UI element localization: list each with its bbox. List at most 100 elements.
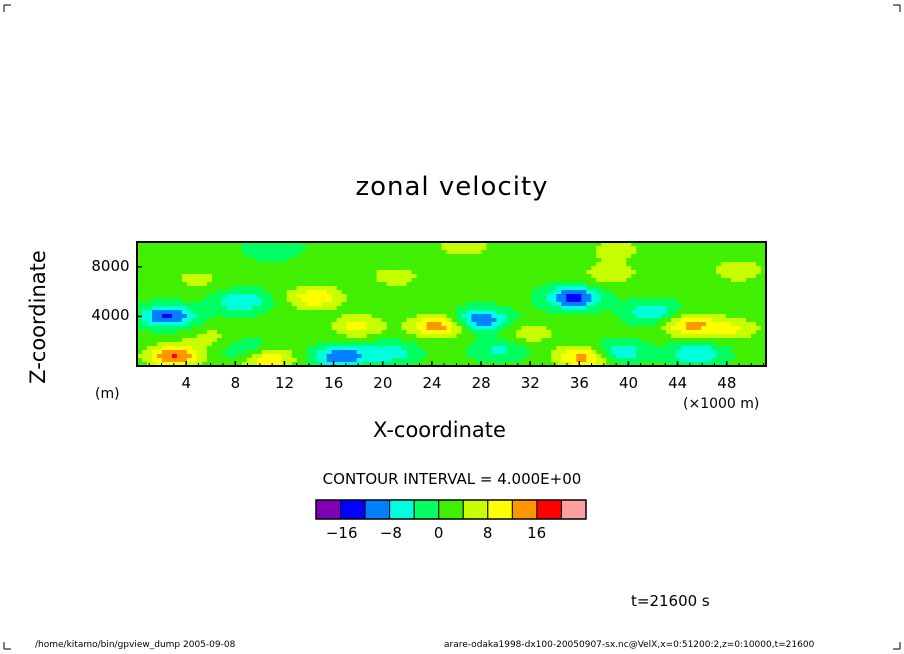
field-cell [451, 302, 458, 307]
field-cell [376, 318, 383, 323]
field-cell [471, 302, 478, 307]
field-cell [311, 334, 318, 339]
field-cell [666, 266, 672, 271]
field-cell [391, 302, 398, 307]
field-cell [481, 342, 488, 347]
field-cell [181, 330, 188, 335]
field-cell [576, 358, 582, 363]
field-cell [141, 254, 148, 259]
field-cell [186, 354, 193, 359]
field-cell [671, 354, 677, 359]
field-cell [286, 266, 293, 271]
field-cell [676, 278, 682, 283]
field-cell [716, 286, 722, 291]
field-cell [276, 362, 283, 366]
field-cell [316, 330, 323, 335]
field-cell [156, 242, 163, 247]
field-cell [546, 266, 552, 271]
field-cell [451, 290, 458, 295]
field-cell [746, 334, 752, 339]
field-cell [291, 342, 298, 347]
field-cell [736, 266, 742, 271]
field-cell [271, 270, 278, 275]
field-cell [396, 270, 403, 275]
field-cell [606, 266, 612, 271]
field-cell [186, 318, 193, 323]
field-cell [381, 270, 388, 275]
field-cell [166, 354, 173, 359]
field-cell [256, 242, 263, 247]
field-cell [286, 278, 293, 283]
field-cell [686, 334, 692, 339]
field-cell [391, 262, 398, 267]
field-cell [541, 322, 547, 327]
field-cell [316, 342, 323, 347]
field-cell [311, 350, 318, 355]
field-cell [596, 334, 602, 339]
field-cell [376, 306, 383, 311]
field-cell [221, 286, 228, 291]
field-cell [401, 326, 408, 331]
field-cell [446, 354, 453, 359]
field-cell [701, 254, 707, 259]
field-cell [356, 282, 363, 287]
field-cell [536, 354, 542, 359]
field-cell [671, 326, 677, 331]
field-cell [341, 282, 348, 287]
field-cell [326, 294, 333, 299]
field-cell [351, 294, 358, 299]
field-cell [471, 290, 478, 295]
field-cell [466, 338, 473, 343]
field-cell [306, 362, 313, 366]
field-cell [281, 338, 288, 343]
field-cell [441, 262, 448, 267]
field-cell [386, 302, 393, 307]
field-cell [576, 262, 582, 267]
field-cell [161, 270, 168, 275]
field-cell [541, 338, 547, 343]
field-cell [316, 278, 323, 283]
field-cell [511, 314, 517, 319]
field-cell [161, 318, 168, 323]
field-cell [626, 290, 632, 295]
field-cell [411, 266, 418, 271]
colorbar-swatch [389, 499, 415, 520]
field-cell [761, 258, 766, 263]
field-cell [736, 290, 742, 295]
field-cell [746, 350, 752, 355]
field-cell [506, 322, 512, 327]
field-cell [316, 338, 323, 343]
field-cell [151, 302, 158, 307]
field-cell [306, 302, 313, 307]
field-cell [271, 294, 278, 299]
field-cell [576, 294, 582, 299]
field-cell [566, 310, 572, 315]
field-cell [446, 330, 453, 335]
field-cell [441, 270, 448, 275]
field-cell [736, 310, 742, 315]
field-cell [151, 342, 158, 347]
field-cell [341, 270, 348, 275]
field-cell [696, 302, 702, 307]
field-cell [161, 302, 168, 307]
field-cell [196, 326, 203, 331]
field-cell [691, 362, 697, 366]
field-cell [496, 334, 503, 339]
field-cell [586, 346, 592, 351]
field-cell [301, 334, 308, 339]
field-cell [591, 298, 597, 303]
field-cell [461, 346, 468, 351]
field-cell [316, 318, 323, 323]
field-cell [261, 314, 268, 319]
field-cell [176, 246, 183, 251]
field-cell [711, 342, 717, 347]
field-cell [611, 254, 617, 259]
field-cell [671, 334, 677, 339]
field-cell [406, 282, 413, 287]
field-cell [486, 322, 493, 327]
field-cell [351, 282, 358, 287]
field-cell [701, 338, 707, 343]
field-cell [516, 254, 522, 259]
field-cell [651, 270, 657, 275]
field-cell [276, 242, 283, 247]
